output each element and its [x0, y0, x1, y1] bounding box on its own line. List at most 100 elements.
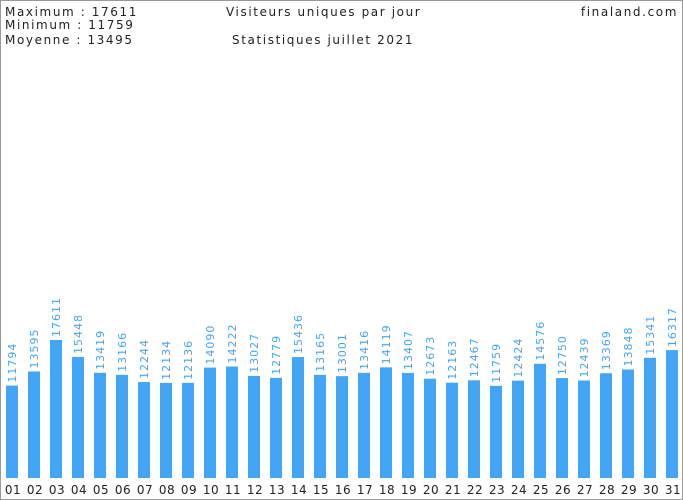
bar	[424, 378, 436, 478]
x-tick-label: 29	[621, 483, 637, 497]
value-label: 13027	[248, 333, 261, 373]
value-label: 12163	[446, 340, 459, 380]
value-label: 12467	[468, 337, 481, 377]
value-label: 12134	[160, 340, 173, 380]
bar	[468, 380, 480, 478]
bar	[600, 373, 612, 478]
bar	[160, 382, 172, 478]
value-label: 13166	[116, 332, 129, 372]
x-tick-label: 20	[423, 483, 439, 497]
avg-text: Moyenne : 13495	[5, 33, 134, 47]
value-label: 15448	[72, 314, 85, 354]
bar	[358, 372, 370, 478]
bar	[578, 380, 590, 478]
x-tick-label: 03	[49, 483, 65, 497]
value-label: 12424	[512, 338, 525, 378]
x-tick-label: 08	[159, 483, 175, 497]
bar	[534, 363, 546, 478]
x-tick-label: 16	[335, 483, 351, 497]
x-tick-label: 31	[665, 483, 681, 497]
value-label: 14222	[226, 324, 239, 364]
max-text: Maximum : 17611	[5, 5, 138, 19]
bar	[490, 385, 502, 478]
bar	[182, 382, 194, 478]
value-label: 13001	[336, 333, 349, 373]
bar	[292, 357, 304, 478]
value-label: 11759	[490, 343, 503, 383]
x-tick-label: 06	[115, 483, 131, 497]
bar	[380, 367, 392, 478]
x-tick-label: 21	[445, 483, 461, 497]
x-tick-label: 22	[467, 483, 483, 497]
x-tick-label: 04	[71, 483, 87, 497]
x-tick-label: 13	[269, 483, 285, 497]
value-label: 13416	[358, 330, 371, 370]
bar	[446, 382, 458, 478]
x-tick-label: 15	[313, 483, 329, 497]
x-tick-label: 19	[401, 483, 417, 497]
bar	[248, 375, 260, 478]
x-tick-label: 05	[93, 483, 109, 497]
bar	[226, 366, 238, 478]
x-tick-label: 10	[203, 483, 219, 497]
chart-subtitle: Statistiques juillet 2021	[232, 33, 414, 47]
x-tick-label: 17	[357, 483, 373, 497]
x-tick-label: 25	[533, 483, 549, 497]
chart-title: Visiteurs uniques par jour	[226, 5, 421, 19]
bar	[314, 374, 326, 478]
value-label: 13419	[94, 330, 107, 370]
x-tick-label: 27	[577, 483, 593, 497]
value-label: 12750	[556, 335, 569, 375]
value-label: 13369	[600, 330, 613, 370]
value-label: 15341	[644, 315, 657, 355]
bar	[116, 374, 128, 478]
x-tick-label: 11	[225, 483, 241, 497]
value-label: 14090	[204, 325, 217, 365]
value-label: 12439	[578, 338, 591, 378]
value-label: 13595	[28, 328, 41, 368]
value-label: 12244	[138, 339, 151, 379]
bar	[556, 378, 568, 478]
bar	[6, 385, 18, 478]
bar	[270, 377, 282, 478]
value-label: 13407	[402, 330, 415, 370]
x-tick-label: 30	[643, 483, 659, 497]
value-label: 13165	[314, 332, 327, 372]
bar	[644, 357, 656, 478]
value-label: 15436	[292, 314, 305, 354]
x-tick-label: 14	[291, 483, 307, 497]
bar	[94, 372, 106, 478]
x-tick-label: 26	[555, 483, 571, 497]
bar	[50, 340, 62, 478]
min-text: Minimum : 11759	[5, 18, 134, 32]
x-tick-label: 23	[489, 483, 505, 497]
bar	[666, 350, 678, 478]
x-tick-label: 18	[379, 483, 395, 497]
value-label: 14576	[534, 321, 547, 361]
value-label: 12673	[424, 336, 437, 376]
value-label: 17611	[50, 297, 63, 337]
value-label: 12779	[270, 335, 283, 375]
bar	[336, 376, 348, 478]
x-tick-label: 24	[511, 483, 527, 497]
bar	[622, 369, 634, 478]
value-label: 11794	[6, 343, 19, 383]
bar	[72, 356, 84, 478]
x-tick-label: 07	[137, 483, 153, 497]
bar	[204, 367, 216, 478]
x-tick-label: 01	[5, 483, 21, 497]
x-tick-label: 28	[599, 483, 615, 497]
bar	[402, 372, 414, 478]
bar	[28, 371, 40, 478]
value-label: 12136	[182, 340, 195, 380]
value-label: 13848	[622, 326, 635, 366]
value-label: 16317	[666, 307, 679, 347]
x-tick-label: 12	[247, 483, 263, 497]
value-label: 14119	[380, 324, 393, 364]
site-name: finaland.com	[581, 5, 678, 19]
bar	[138, 382, 150, 478]
bar	[512, 380, 524, 478]
x-tick-label: 09	[181, 483, 197, 497]
x-tick-label: 02	[27, 483, 43, 497]
